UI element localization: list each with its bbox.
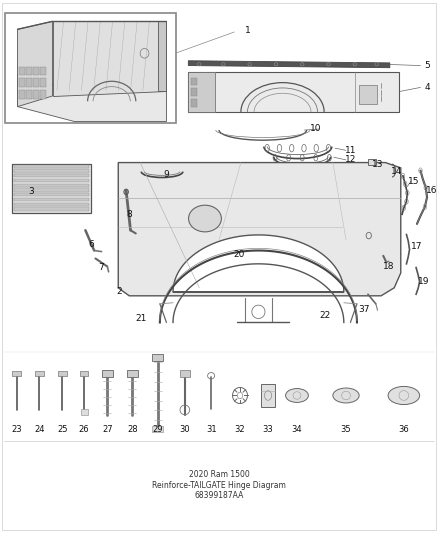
Bar <box>261 384 275 407</box>
Bar <box>368 159 376 165</box>
Text: 1: 1 <box>244 27 251 35</box>
Text: 2: 2 <box>117 287 122 295</box>
Text: 24: 24 <box>34 425 45 433</box>
Text: 23: 23 <box>11 425 22 433</box>
Ellipse shape <box>388 386 420 405</box>
Bar <box>58 371 67 376</box>
Polygon shape <box>14 174 89 177</box>
Bar <box>80 371 88 376</box>
Bar <box>81 409 88 415</box>
Polygon shape <box>188 72 215 112</box>
Bar <box>33 78 39 87</box>
Polygon shape <box>118 163 401 296</box>
Bar <box>5 13 176 123</box>
Bar <box>33 90 39 99</box>
Text: 35: 35 <box>341 425 351 433</box>
Bar <box>152 354 163 361</box>
Bar <box>40 67 46 75</box>
Bar <box>191 78 197 85</box>
Text: 33: 33 <box>263 425 273 433</box>
Polygon shape <box>14 203 89 206</box>
Bar <box>180 370 190 377</box>
Text: 9: 9 <box>163 171 170 179</box>
Bar <box>102 370 113 377</box>
Polygon shape <box>14 198 89 201</box>
Polygon shape <box>158 21 166 91</box>
Text: 28: 28 <box>127 425 138 433</box>
Polygon shape <box>12 164 91 213</box>
Bar <box>191 99 197 107</box>
Polygon shape <box>53 21 166 96</box>
Text: 17: 17 <box>411 242 423 251</box>
Text: 22: 22 <box>319 311 331 320</box>
Bar <box>40 90 46 99</box>
Text: 31: 31 <box>206 425 216 433</box>
Text: 34: 34 <box>292 425 302 433</box>
Text: 3: 3 <box>28 188 34 196</box>
Polygon shape <box>14 188 89 191</box>
Text: 11: 11 <box>345 146 356 155</box>
Ellipse shape <box>188 205 222 232</box>
Polygon shape <box>188 72 399 112</box>
Text: 4: 4 <box>424 83 430 92</box>
Text: 13: 13 <box>372 160 383 168</box>
Text: 27: 27 <box>102 425 113 433</box>
Text: 32: 32 <box>235 425 245 433</box>
Ellipse shape <box>333 388 359 403</box>
Text: 37: 37 <box>358 305 369 313</box>
Polygon shape <box>14 179 89 182</box>
Bar <box>152 426 163 432</box>
Polygon shape <box>173 235 344 292</box>
Text: 21: 21 <box>135 314 147 323</box>
Text: 30: 30 <box>180 425 190 433</box>
Bar <box>26 67 32 75</box>
Text: 25: 25 <box>57 425 67 433</box>
Polygon shape <box>18 75 166 122</box>
Polygon shape <box>14 184 89 187</box>
Text: 10: 10 <box>310 125 321 133</box>
Text: 12: 12 <box>345 156 356 164</box>
Text: 29: 29 <box>152 425 163 433</box>
Text: 18: 18 <box>383 262 395 271</box>
Text: 36: 36 <box>399 425 409 433</box>
Bar <box>19 78 25 87</box>
Text: 5: 5 <box>424 61 430 70</box>
Text: 16: 16 <box>426 187 437 195</box>
Bar <box>127 370 138 377</box>
Polygon shape <box>14 169 89 173</box>
Bar <box>33 67 39 75</box>
Bar <box>26 90 32 99</box>
Bar <box>26 78 32 87</box>
Bar <box>359 85 377 104</box>
Polygon shape <box>14 193 89 196</box>
Bar <box>19 67 25 75</box>
Text: 19: 19 <box>418 277 430 286</box>
Polygon shape <box>14 165 89 168</box>
Text: 26: 26 <box>79 425 89 433</box>
Bar <box>35 371 44 376</box>
Bar <box>191 88 197 96</box>
Bar <box>12 371 21 376</box>
Text: 14: 14 <box>391 167 402 176</box>
Polygon shape <box>188 61 390 68</box>
Text: 20: 20 <box>233 251 244 259</box>
Bar <box>40 78 46 87</box>
Text: 2020 Ram 1500
Reinforce-TAILGATE Hinge Diagram
68399187AA: 2020 Ram 1500 Reinforce-TAILGATE Hinge D… <box>152 470 286 500</box>
Polygon shape <box>18 21 53 107</box>
Bar <box>19 90 25 99</box>
Text: 7: 7 <box>98 263 104 272</box>
Polygon shape <box>14 207 89 211</box>
Text: 15: 15 <box>408 177 420 185</box>
Text: 8: 8 <box>126 210 132 219</box>
Ellipse shape <box>286 389 308 402</box>
Text: 6: 6 <box>88 240 94 248</box>
